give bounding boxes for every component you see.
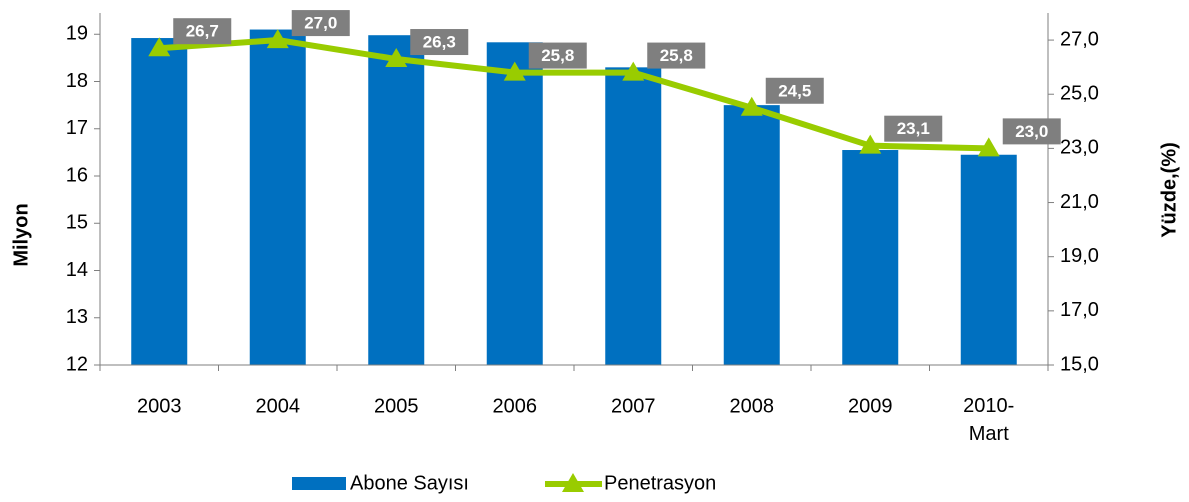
y2-tick-label: 25,0 xyxy=(1060,83,1099,105)
x-tick-label: 2007 xyxy=(611,395,656,417)
data-label-box xyxy=(884,115,943,142)
data-label-box xyxy=(291,10,350,37)
y2-tick-label: 27,0 xyxy=(1060,28,1099,50)
line-marker xyxy=(148,37,171,57)
bar xyxy=(960,154,1017,365)
y2-tick-label: 19,0 xyxy=(1060,245,1099,267)
data-label: 27,0 xyxy=(304,14,337,33)
line-marker xyxy=(503,61,526,81)
bar xyxy=(723,105,780,366)
y-tick-label: 12 xyxy=(66,353,88,375)
data-label: 23,1 xyxy=(897,119,930,138)
x-tick-label: 2006 xyxy=(493,395,538,417)
line-marker xyxy=(977,137,1000,157)
bar xyxy=(368,35,425,365)
y-tick-label: 19 xyxy=(66,23,88,45)
data-label: 25,8 xyxy=(660,46,693,65)
bar xyxy=(131,38,188,365)
data-label-box xyxy=(765,77,824,104)
data-label: 25,8 xyxy=(541,46,574,65)
legend-label: Abone Sayısı xyxy=(350,472,469,494)
y-axis-label: Milyon xyxy=(10,203,32,266)
data-label: 26,3 xyxy=(423,33,456,52)
bar xyxy=(605,67,662,365)
y-tick-label: 14 xyxy=(66,259,88,281)
y-tick-label: 17 xyxy=(66,117,88,139)
y2-tick-label: 17,0 xyxy=(1060,299,1099,321)
y2-tick-label: 15,0 xyxy=(1060,353,1099,375)
x-tick-label: 2005 xyxy=(374,395,419,417)
y-tick-label: 15 xyxy=(66,212,88,234)
bar xyxy=(486,42,543,366)
line-marker xyxy=(266,29,289,49)
legend-swatch xyxy=(292,477,346,490)
data-label: 26,7 xyxy=(186,22,219,41)
x-tick-label: 2010-Mart xyxy=(963,395,1014,445)
y2-tick-label: 23,0 xyxy=(1060,137,1099,159)
x-tick-label: 2003 xyxy=(137,395,182,417)
line-marker xyxy=(385,48,408,68)
data-label-box xyxy=(1002,118,1061,145)
line-marker xyxy=(622,61,645,81)
data-label-box xyxy=(528,42,587,69)
bar xyxy=(842,150,899,365)
y-tick-label: 13 xyxy=(66,306,88,328)
bar xyxy=(249,29,306,365)
data-label: 24,5 xyxy=(778,81,811,100)
data-label-box xyxy=(410,29,469,56)
data-label-box xyxy=(647,42,706,69)
legend-label: Penetrasyon xyxy=(604,472,716,494)
y2-tick-label: 21,0 xyxy=(1060,191,1099,213)
data-label-box xyxy=(173,18,232,45)
line xyxy=(159,37,989,152)
x-tick-label: 2009 xyxy=(848,395,893,417)
data-label: 23,0 xyxy=(1015,122,1048,141)
y-tick-label: 18 xyxy=(66,70,88,92)
legend-marker xyxy=(562,473,584,492)
line-marker xyxy=(740,96,763,116)
y2-axis-label: Yüzde,(%) xyxy=(1158,142,1180,238)
x-tick-label: 2004 xyxy=(256,395,301,417)
line-marker xyxy=(859,134,882,154)
x-tick-label: 2008 xyxy=(730,395,775,417)
y-tick-label: 16 xyxy=(66,164,88,186)
